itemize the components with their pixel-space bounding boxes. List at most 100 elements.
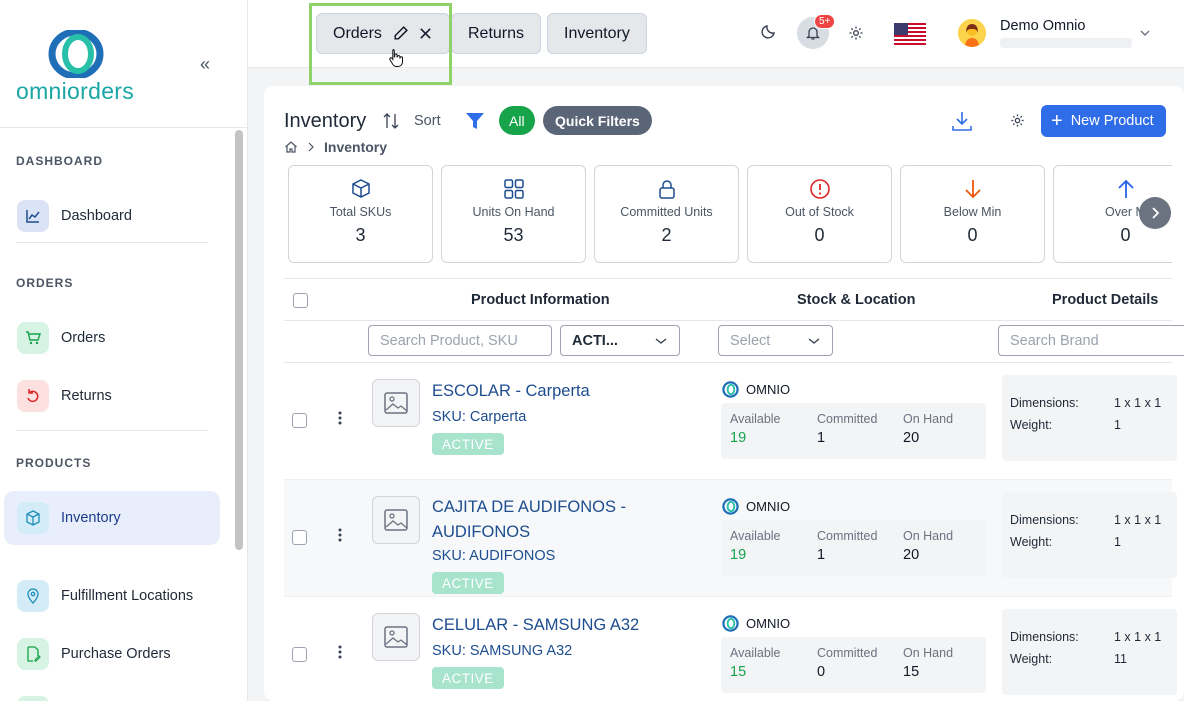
stat-card[interactable]: Units On Hand 53	[441, 165, 586, 263]
table-row[interactable]: CAJITA DE AUDIFONOS - AUDIFONOS SKU: AUD…	[284, 480, 1177, 597]
sidebar: omniorders « DASHBOARD Dashboard ORDERS …	[0, 0, 248, 701]
omnio-logo-icon	[722, 615, 739, 632]
cart-icon	[17, 322, 49, 354]
lock-icon	[658, 180, 675, 199]
nav-section-orders: ORDERS	[16, 276, 74, 290]
weight-label: Weight:	[1010, 418, 1053, 432]
location-label: OMNIO	[722, 381, 790, 398]
tab-inventory[interactable]: Inventory	[547, 13, 647, 54]
sidebar-item-label: Inventory	[61, 510, 121, 526]
table-settings-gear-icon[interactable]	[1010, 113, 1025, 128]
column-header-stock: Stock & Location	[797, 292, 916, 308]
divider	[16, 242, 208, 243]
sort-button[interactable]: Sort	[414, 113, 441, 129]
chevron-down-icon[interactable]	[1138, 26, 1152, 40]
bell-icon	[805, 27, 821, 40]
arrow-up-icon	[1117, 179, 1134, 198]
image-placeholder-icon	[372, 496, 420, 544]
stat-card[interactable]: Below Min 0	[900, 165, 1045, 263]
sidebar-item-fulfillment-locations[interactable]: Fulfillment Locations	[4, 569, 220, 623]
stat-card[interactable]: Total SKUs 3	[288, 165, 433, 263]
sidebar-item-inventory[interactable]: Inventory	[4, 491, 220, 545]
weight-value: 1	[1114, 535, 1121, 549]
tab-orders[interactable]: Orders	[316, 13, 450, 54]
plus-icon: +	[1051, 109, 1063, 132]
tab-label: Returns	[468, 24, 525, 42]
us-flag-icon[interactable]	[894, 23, 926, 45]
sidebar-item-purchase-orders[interactable]: Purchase Orders	[4, 627, 220, 681]
stat-card[interactable]: Committed Units 2	[594, 165, 739, 263]
weight-label: Weight:	[1010, 652, 1053, 666]
dimensions-label: Dimensions:	[1010, 396, 1079, 410]
user-name: Demo Omnio	[1000, 18, 1086, 34]
product-sku: SKU: AUDIFONOS	[432, 548, 556, 564]
committed-label: Committed	[817, 646, 878, 660]
stat-label: Committed Units	[620, 205, 713, 219]
user-email-placeholder	[1000, 38, 1132, 48]
row-checkbox[interactable]	[292, 413, 307, 428]
committed-label: Committed	[817, 529, 878, 543]
stat-card[interactable]: Over M 0	[1053, 165, 1172, 263]
status-select[interactable]: ACTI...	[560, 325, 680, 356]
more-vertical-icon[interactable]	[337, 410, 343, 426]
committed-label: Committed	[817, 412, 878, 426]
available-value: 19	[730, 547, 747, 563]
tab-returns[interactable]: Returns	[451, 13, 542, 54]
more-vertical-icon[interactable]	[337, 644, 343, 660]
available-value: 15	[730, 664, 747, 680]
location-name: OMNIO	[746, 499, 791, 514]
stat-label: Over M	[1105, 205, 1146, 219]
collapse-sidebar-button[interactable]: «	[200, 54, 211, 74]
stats-next-button[interactable]	[1139, 197, 1171, 229]
more-vertical-icon[interactable]	[337, 527, 343, 543]
sidebar-item-label: Purchase Orders	[61, 646, 171, 662]
pencil-icon[interactable]	[392, 25, 409, 42]
sidebar-item-orders[interactable]: Orders	[4, 311, 220, 365]
row-checkbox[interactable]	[292, 530, 307, 545]
sidebar-item-label: Fulfillment Locations	[61, 588, 194, 604]
product-name-link[interactable]: CELULAR - SAMSUNG A32	[432, 616, 640, 634]
home-icon[interactable]	[284, 140, 298, 154]
download-icon[interactable]	[950, 109, 974, 133]
new-product-button[interactable]: + New Product	[1041, 105, 1166, 137]
close-icon[interactable]	[418, 26, 433, 41]
box-icon	[17, 502, 49, 534]
product-sku: SKU: Carperta	[432, 409, 527, 425]
stats-row: Total SKUs 3 Units On Hand 53 Committed …	[288, 165, 1172, 263]
filter-all-pill[interactable]: All	[499, 106, 535, 135]
status-select-value: ACTI...	[572, 332, 618, 349]
location-name: OMNIO	[746, 382, 791, 397]
search-product-input[interactable]: Search Product, SKU	[368, 325, 552, 356]
select-all-checkbox[interactable]	[293, 293, 308, 308]
location-pin-icon	[17, 580, 49, 612]
stat-value: 0	[967, 225, 978, 245]
sidebar-scrollbar[interactable]	[235, 130, 243, 550]
gear-icon[interactable]	[848, 25, 864, 41]
stat-card[interactable]: Out of Stock 0	[747, 165, 892, 263]
sort-icon[interactable]	[382, 112, 400, 130]
weight-value: 1	[1114, 418, 1121, 432]
image-placeholder-icon	[372, 379, 420, 427]
filter-icon[interactable]	[464, 110, 486, 132]
product-sku: SKU: SAMSUNG A32	[432, 643, 573, 659]
row-checkbox[interactable]	[292, 647, 307, 662]
location-select[interactable]: Select	[718, 325, 833, 356]
chevron-down-icon	[808, 337, 820, 344]
sidebar-item-returns[interactable]: Returns	[4, 369, 220, 423]
quick-filters-button[interactable]: Quick Filters	[543, 106, 652, 135]
stat-value: 0	[814, 225, 825, 245]
breadcrumb-current: Inventory	[324, 139, 388, 155]
available-label: Available	[730, 529, 781, 543]
product-name-link[interactable]: ESCOLAR - Carperta	[432, 382, 590, 400]
stat-label: Total SKUs	[329, 205, 392, 219]
column-header-product: Product Information	[471, 292, 610, 308]
table-row[interactable]: CELULAR - SAMSUNG A32 SKU: SAMSUNG A32 A…	[284, 597, 1177, 701]
avatar[interactable]	[958, 19, 986, 47]
search-brand-input[interactable]: Search Brand	[998, 325, 1184, 356]
moon-icon[interactable]	[760, 22, 778, 40]
table-row[interactable]: ESCOLAR - Carperta SKU: Carperta ACTIVE …	[284, 363, 1177, 480]
sidebar-item-dashboard[interactable]: Dashboard	[4, 189, 220, 243]
product-name-link[interactable]: CAJITA DE AUDIFONOS - AUDIFONOS	[432, 498, 627, 541]
on-hand-label: On Hand	[903, 412, 954, 426]
divider	[16, 430, 208, 431]
